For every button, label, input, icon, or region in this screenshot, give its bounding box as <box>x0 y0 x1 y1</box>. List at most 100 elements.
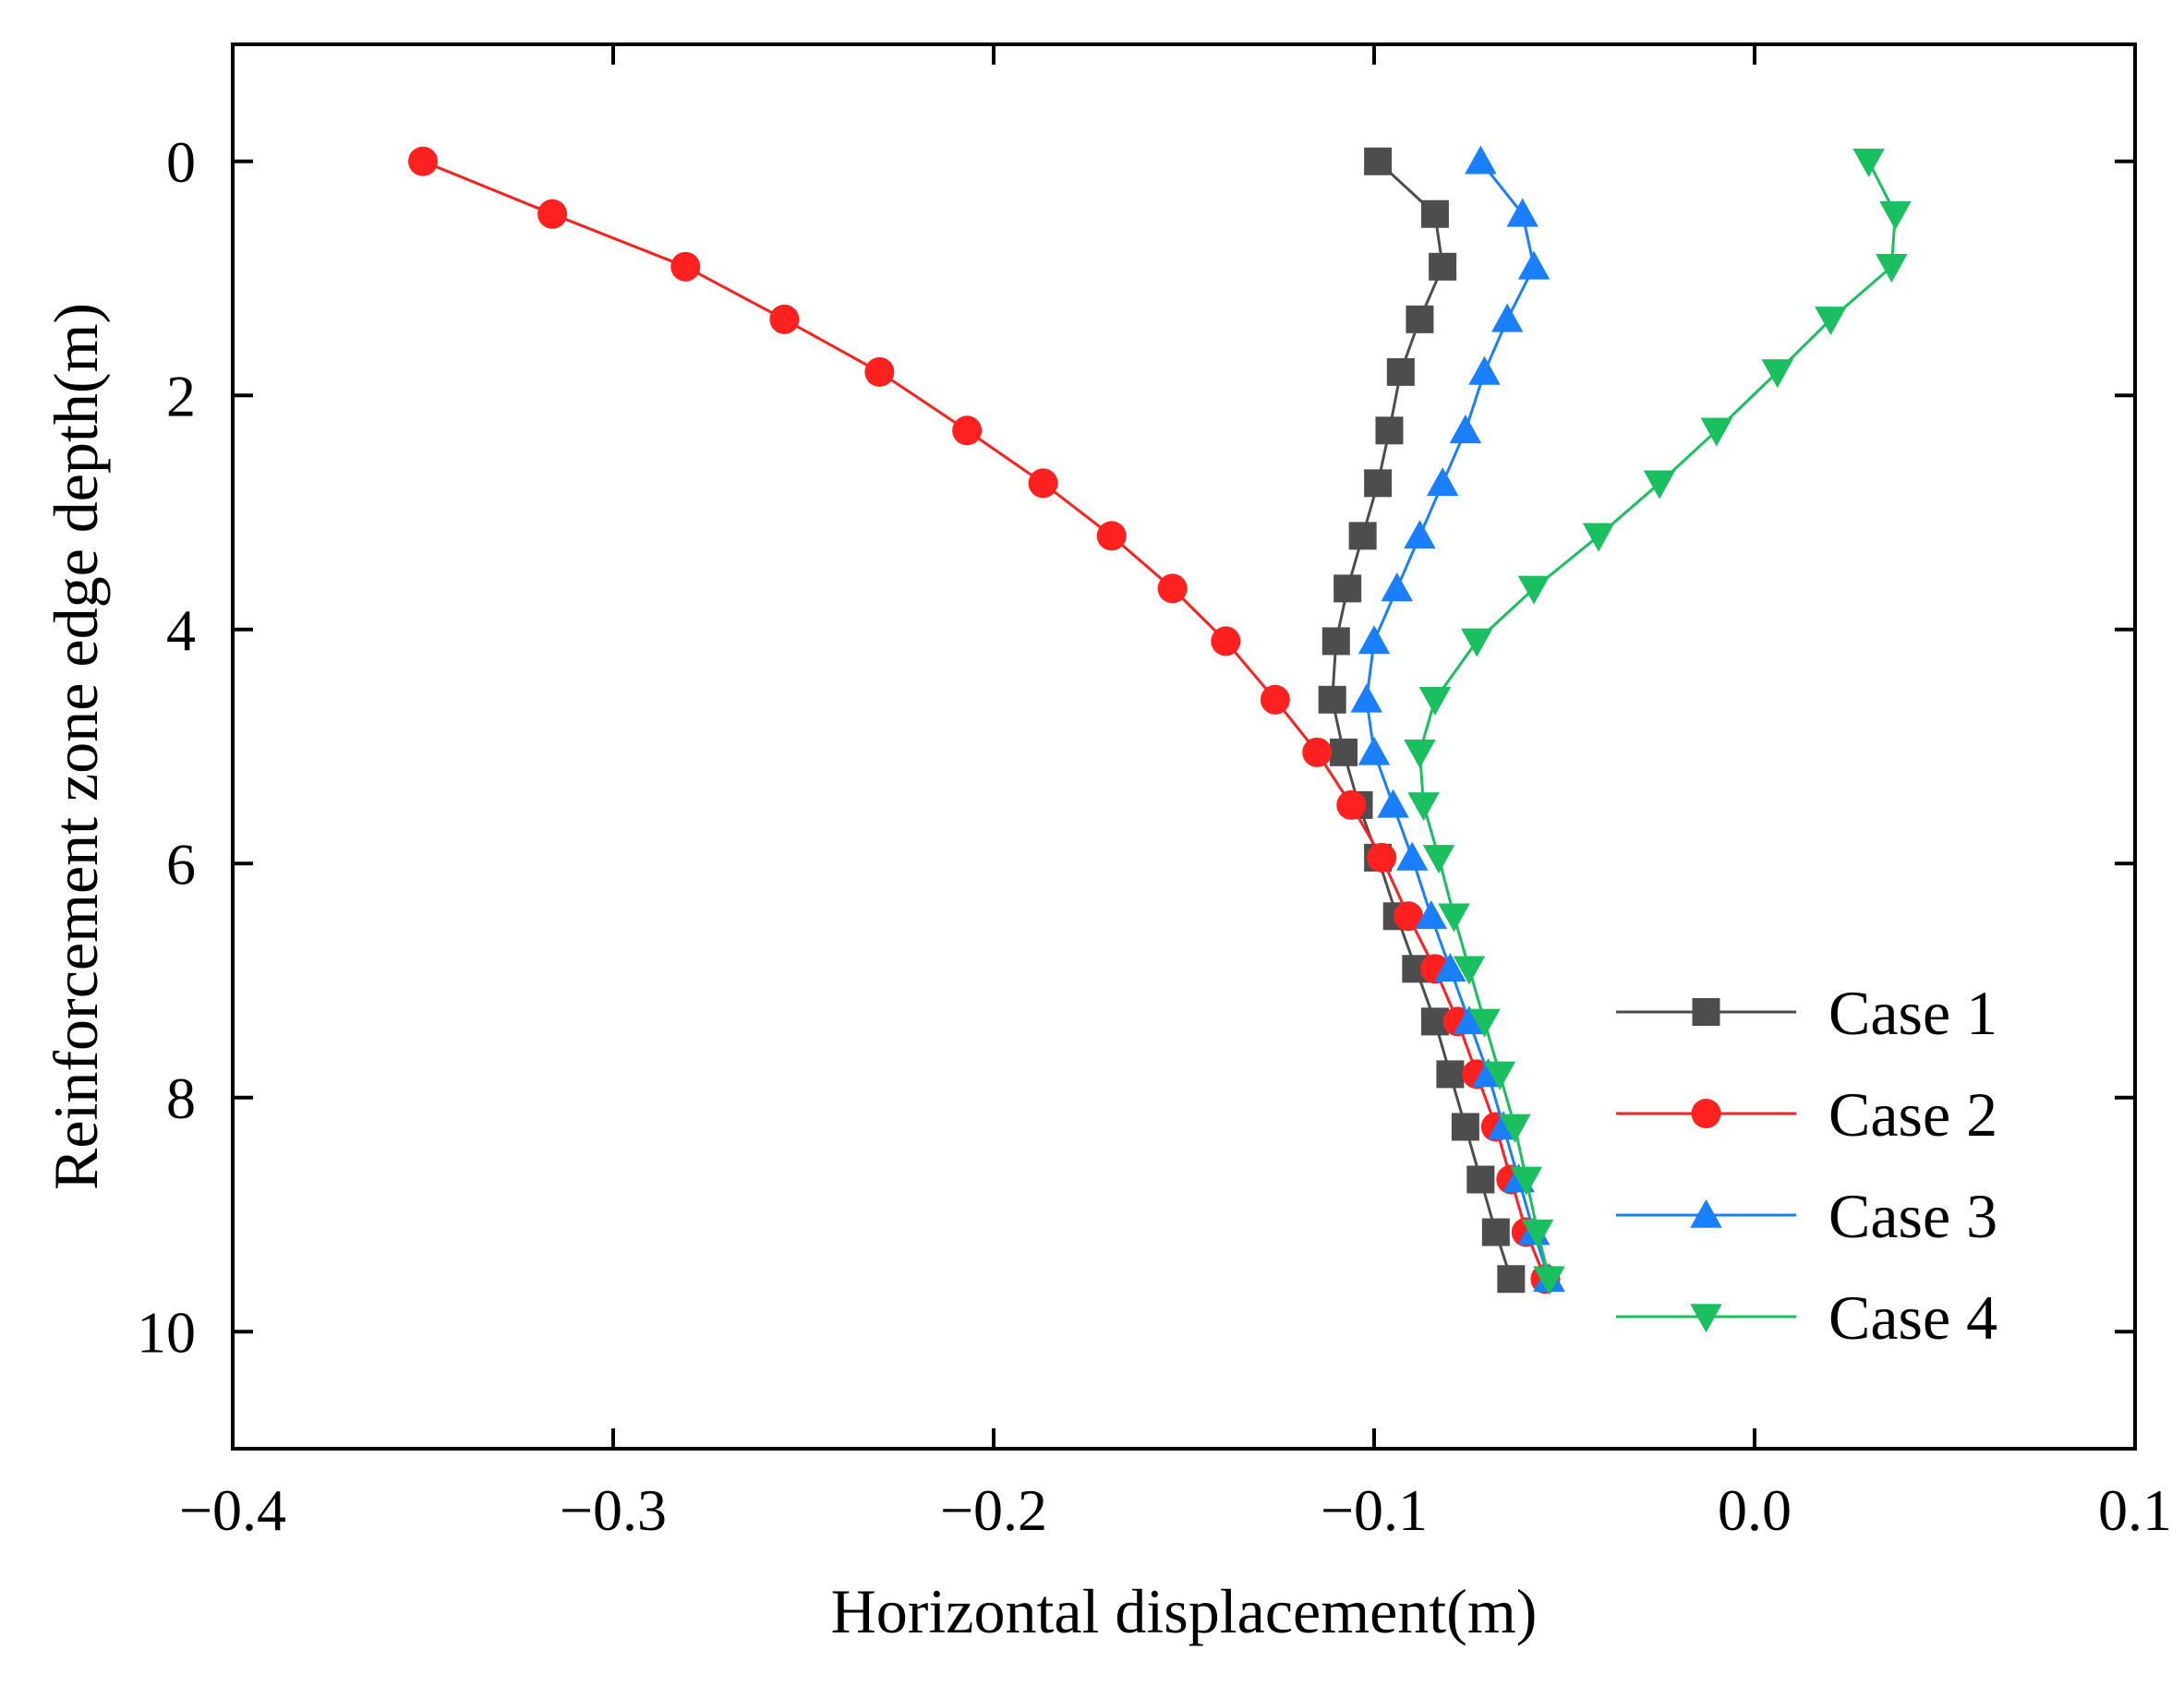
data-point <box>952 415 983 446</box>
y-tick-label: 0 <box>166 129 196 195</box>
data-point <box>1394 901 1424 932</box>
legend-item-case-1: Case 1 <box>1616 978 1997 1048</box>
y-tick-label: 2 <box>166 363 196 428</box>
x-tick-label: −0.1 <box>1321 1477 1428 1543</box>
data-point <box>1451 1113 1479 1141</box>
legend-label: Case 1 <box>1828 978 1997 1048</box>
data-point <box>1318 685 1346 714</box>
series-line-case-1 <box>1331 160 1513 1280</box>
legend: Case 1 Case 2 Case 3 Case 4 <box>1616 978 1997 1353</box>
legend-marker <box>1692 998 1720 1026</box>
data-point <box>1510 1166 1543 1196</box>
legend-item-case-2: Case 2 <box>1616 1079 1997 1150</box>
data-point <box>1517 575 1551 605</box>
data-point <box>1460 628 1493 657</box>
data-point <box>1506 198 1538 227</box>
data-point <box>1761 359 1793 389</box>
y-tick-label: 6 <box>166 831 196 897</box>
data-point <box>1364 469 1393 498</box>
legend-marker <box>1690 1304 1722 1333</box>
data-point <box>1321 627 1350 656</box>
data-point <box>769 304 800 334</box>
data-point <box>1438 903 1470 933</box>
data-point <box>1582 523 1615 552</box>
data-point <box>1468 355 1501 385</box>
legend-marker <box>1691 1099 1721 1128</box>
legend-item-case-4: Case 4 <box>1616 1283 1997 1353</box>
data-point <box>1367 842 1397 873</box>
data-point <box>1418 687 1452 717</box>
data-point <box>1348 522 1377 550</box>
x-tick-label: −0.3 <box>560 1477 667 1543</box>
data-point <box>1395 841 1429 871</box>
legend-marker <box>1690 1198 1722 1228</box>
data-point <box>1876 254 1908 283</box>
legend-item-case-3: Case 3 <box>1616 1181 1997 1251</box>
data-point <box>1096 521 1127 551</box>
x-tick-label: 0.1 <box>2098 1477 2172 1543</box>
data-point <box>1375 416 1404 445</box>
data-point <box>1357 625 1391 655</box>
data-point <box>1381 572 1413 602</box>
data-point <box>1426 467 1459 497</box>
data-point <box>1483 1061 1516 1090</box>
data-point <box>1453 956 1486 985</box>
y-tick-label: 4 <box>166 597 196 663</box>
data-point <box>1852 148 1885 177</box>
data-point <box>1468 1008 1501 1038</box>
series-line-case-3 <box>1365 160 1551 1280</box>
x-tick-label: −0.2 <box>940 1477 1047 1543</box>
data-point <box>1481 1218 1510 1246</box>
data-point <box>1879 200 1912 231</box>
data-point <box>1429 252 1457 281</box>
legend-label: Case 4 <box>1828 1283 1997 1353</box>
data-point <box>1422 845 1455 874</box>
data-point <box>1497 1265 1526 1294</box>
data-point <box>1420 199 1449 228</box>
data-point <box>1499 1114 1531 1143</box>
data-point <box>1700 417 1733 447</box>
data-point <box>864 356 895 387</box>
data-point <box>1407 792 1440 822</box>
data-point <box>1643 470 1676 500</box>
data-point <box>1404 740 1436 769</box>
data-point <box>1211 626 1241 656</box>
data-point <box>1434 953 1466 982</box>
data-point <box>1406 305 1434 333</box>
data-point <box>1260 684 1290 715</box>
data-point <box>1336 789 1367 820</box>
data-point <box>1465 145 1497 175</box>
legend-label: Case 3 <box>1828 1181 1997 1251</box>
legend-label: Case 2 <box>1828 1079 1997 1150</box>
x-tick-label: 0.0 <box>1718 1477 1792 1543</box>
y-tick-label: 10 <box>137 1299 196 1365</box>
y-tick-label: 8 <box>166 1066 196 1131</box>
data-point <box>1490 303 1524 332</box>
x-tick-label: −0.4 <box>179 1477 286 1543</box>
data-point <box>537 199 568 229</box>
data-point <box>1415 900 1448 930</box>
data-point <box>1533 1266 1565 1295</box>
data-point <box>1302 737 1333 767</box>
data-point <box>1815 307 1847 336</box>
data-point <box>1517 250 1551 280</box>
data-point <box>1436 1060 1465 1089</box>
data-point <box>1350 683 1383 713</box>
axis-ticks: −0.4 −0.3 −0.2 −0.1 0.0 0.1 0 2 4 6 8 10 <box>137 44 2172 1543</box>
data-point <box>408 146 438 176</box>
data-point <box>1521 1219 1554 1248</box>
data-point <box>1404 520 1436 549</box>
y-axis-title: Reinforcement zone edge depth(m) <box>41 303 111 1190</box>
series-line-case-4 <box>1418 161 1897 1280</box>
data-point <box>1364 147 1393 175</box>
series-line-case-2 <box>422 160 1547 1280</box>
data-point <box>1028 468 1058 499</box>
series-4 <box>1404 148 1912 1295</box>
data-point <box>1330 738 1358 766</box>
data-point <box>1466 1165 1495 1194</box>
data-point <box>1386 357 1415 386</box>
plot-frame <box>231 42 2137 1451</box>
data-point <box>1453 1006 1486 1035</box>
